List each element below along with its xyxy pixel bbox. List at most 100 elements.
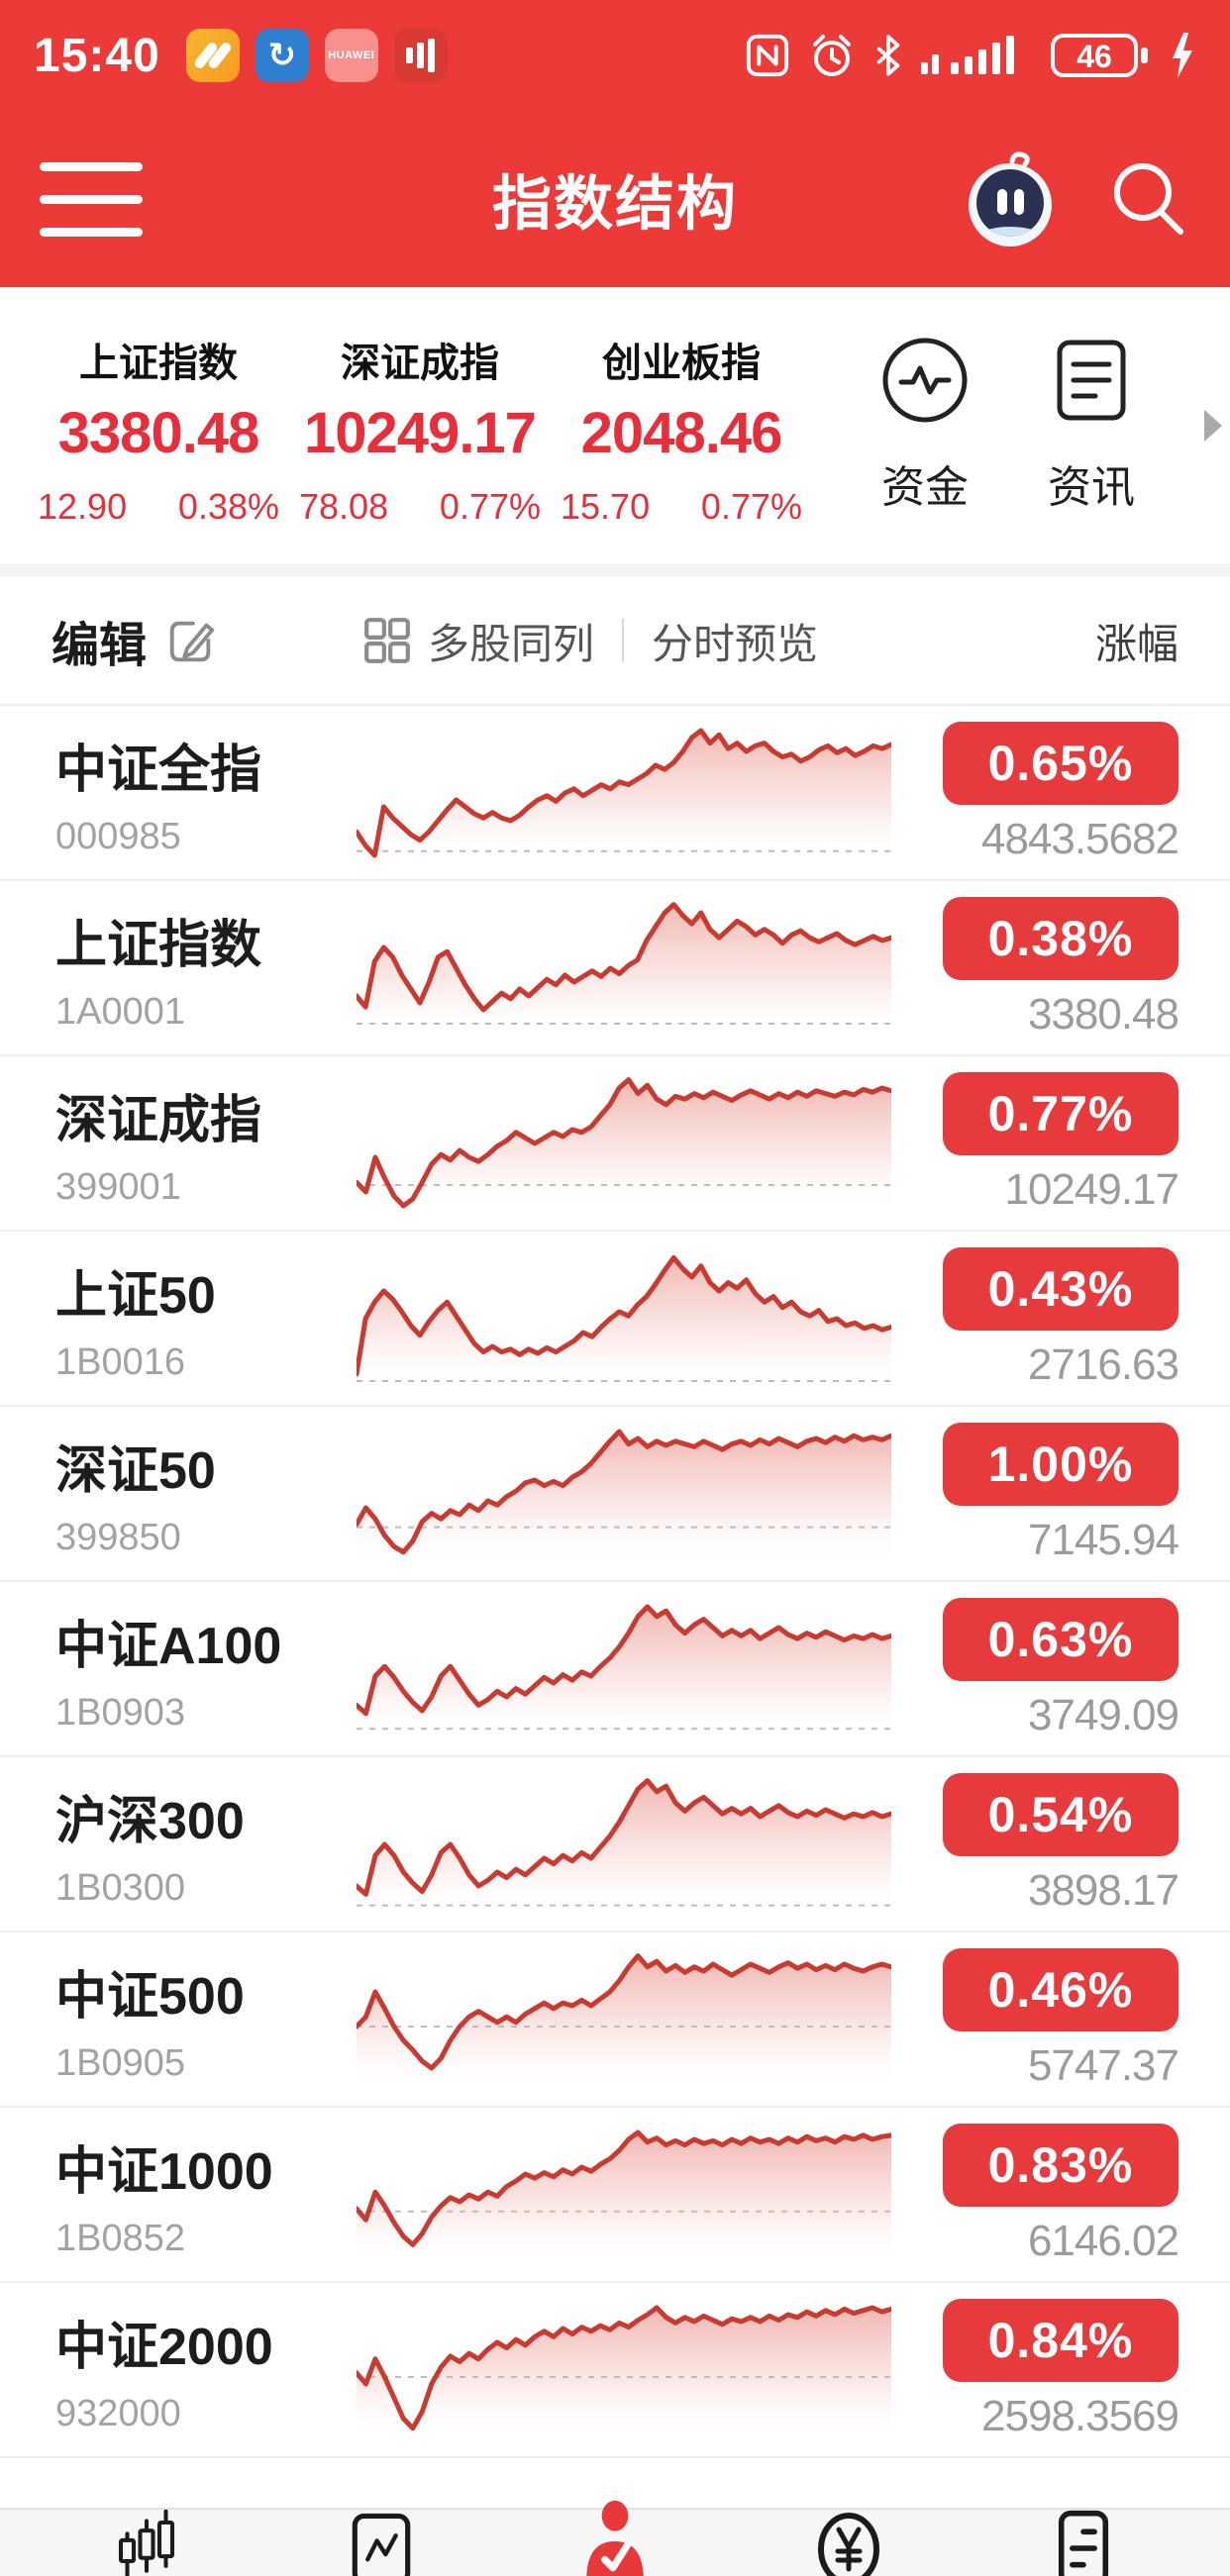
summary-index-cyb[interactable]: 创业板指 2048.46 15.70 0.77% [551, 331, 812, 528]
index-row-code: 399001 [55, 1165, 181, 1208]
index-value: 3380.48 [57, 401, 260, 465]
notification-icons: ↻ HUAWEI [185, 29, 448, 82]
index-row-name: 深证成指 [55, 1091, 262, 1149]
change-percent-badge: 0.46% [943, 1947, 1179, 2031]
index-pct: 0.38% [177, 486, 279, 527]
funds-pulse-icon [882, 338, 968, 423]
signal-bars-icon [921, 36, 1014, 74]
intraday-sparkline [357, 1600, 891, 1738]
clock-text: 15:40 [34, 29, 160, 82]
multi-column-label: 多股同列 [428, 620, 595, 667]
index-row-code: 1B0016 [55, 1340, 186, 1383]
summary-index-sz[interactable]: 深证成指 10249.17 78.08 0.77% [289, 331, 551, 528]
index-row-value: 4843.5682 [981, 814, 1179, 863]
tab-news-list[interactable] [1004, 2510, 1163, 2576]
tab-quotes-chart[interactable] [302, 2512, 461, 2576]
summary-index-sh[interactable]: 上证指数 3380.48 12.90 0.38% [28, 331, 289, 528]
index-pct: 0.77% [439, 486, 541, 527]
index-row[interactable]: 中证全指 000985 0.65% 4843.5682 [0, 706, 1230, 881]
index-row-name: 中证A100 [55, 1617, 282, 1675]
index-row-value: 3749.09 [1027, 1690, 1179, 1739]
index-row-value: 7145.94 [1027, 1515, 1179, 1564]
index-row-name: 中证全指 [55, 741, 262, 799]
index-row[interactable]: 中证A100 1B0903 0.63% 3749.09 [0, 1582, 1230, 1757]
change-percent-badge: 0.43% [943, 1246, 1179, 1331]
index-row[interactable]: 上证指数 1A0001 0.38% 3380.48 [0, 881, 1230, 1056]
status-bar: 15:40 ↻ HUAWEI [0, 0, 1230, 111]
intraday-sparkline [357, 1950, 891, 2089]
intraday-sparkline [357, 1249, 891, 1388]
edit-button[interactable]: 编辑 [51, 606, 218, 675]
index-row-value: 6146.02 [1027, 2216, 1179, 2265]
edit-label: 编辑 [51, 620, 148, 672]
bottom-tab-bar [0, 2500, 1230, 2576]
index-row-name: 沪深300 [55, 1792, 245, 1850]
change-percent-badge: 1.00% [943, 1422, 1179, 1506]
battery-percent-text: 46 [1076, 39, 1112, 74]
news-label: 资讯 [1048, 463, 1135, 512]
index-row-value: 2716.63 [1027, 1339, 1179, 1389]
index-row-value: 2598.3569 [981, 2391, 1179, 2440]
index-row[interactable]: 沪深300 1B0300 0.54% 3898.17 [0, 1757, 1230, 1932]
index-row[interactable]: 深证50 399850 1.00% 7145.94 [0, 1407, 1230, 1582]
intraday-sparkline [357, 2301, 891, 2439]
sort-by-change-button[interactable]: 涨幅 [1094, 620, 1179, 667]
page-title: 指数结构 [492, 170, 738, 238]
index-row-code: 1B0852 [55, 2217, 186, 2259]
index-name: 上证指数 [79, 342, 238, 385]
change-percent-badge: 0.63% [943, 1597, 1179, 1681]
index-row-value: 3898.17 [1027, 1865, 1179, 1915]
charging-bolt-icon [1173, 33, 1192, 78]
edit-pencil-icon [169, 621, 215, 662]
index-row-name: 中证500 [55, 1967, 245, 2026]
index-row-name: 上证50 [55, 1266, 216, 1325]
status-icons: 46 [745, 31, 1196, 80]
index-row[interactable]: 深证成指 399001 0.77% 10249.17 [0, 1056, 1230, 1232]
index-row-name: 上证指数 [55, 916, 262, 974]
list-doc-icon [1058, 2510, 1108, 2576]
assistant-robot-icon[interactable] [963, 148, 1058, 250]
intraday-sparkline [357, 2126, 891, 2264]
alarm-icon [813, 35, 851, 76]
tab-market-candles[interactable] [67, 2510, 226, 2576]
search-icon[interactable] [1109, 158, 1190, 240]
sync-app-icon: ↻ [255, 29, 309, 82]
multi-column-button[interactable]: 多股同列 [362, 611, 594, 671]
chevron-right-icon[interactable] [1200, 406, 1226, 446]
funds-label: 资金 [881, 463, 969, 512]
person-check-icon [586, 2500, 644, 2576]
funds-shortcut[interactable]: 资金 [842, 335, 1008, 528]
tab-trade-yen[interactable] [769, 2512, 928, 2576]
index-change: 15.70 [561, 486, 651, 527]
minute-preview-button[interactable]: 分时预览 [652, 620, 819, 667]
index-row-value: 10249.17 [1004, 1164, 1179, 1214]
news-shortcut[interactable]: 资讯 [1008, 335, 1175, 528]
change-percent-badge: 0.38% [943, 896, 1179, 980]
index-row-code: 399850 [55, 1516, 181, 1558]
index-row[interactable]: 上证50 1B0016 0.43% 2716.63 [0, 1232, 1230, 1407]
index-pct: 0.77% [700, 486, 802, 527]
change-percent-badge: 0.84% [943, 2298, 1179, 2382]
candlestick-icon [119, 2510, 175, 2576]
health-app-icon [185, 29, 240, 82]
index-row-name: 中证2000 [55, 2318, 273, 2376]
index-row-name: 中证1000 [55, 2142, 273, 2201]
index-name: 深证成指 [341, 342, 499, 385]
tab-profile-active[interactable] [536, 2500, 694, 2576]
index-row[interactable]: 中证2000 932000 0.84% 2598.3569 [0, 2283, 1230, 2458]
grid-icon [364, 618, 410, 663]
menu-icon[interactable] [40, 161, 143, 237]
bluetooth-icon [876, 35, 900, 76]
index-row-value: 3380.48 [1027, 989, 1179, 1039]
news-doc-icon [1057, 340, 1126, 421]
index-row[interactable]: 中证500 1B0905 0.46% 5747.37 [0, 1932, 1230, 2108]
change-percent-badge: 0.83% [943, 2123, 1179, 2207]
change-percent-badge: 0.77% [943, 1071, 1179, 1155]
market-summary: 上证指数 3380.48 12.90 0.38% 深证成指 10249.17 7… [0, 287, 1230, 563]
index-list: 中证全指 000985 0.65% 4843.5682 上证指数 1A0001 … [0, 706, 1230, 2458]
section-divider [0, 563, 1230, 577]
list-toolbar: 编辑 多股同列 分时预览 涨幅 [0, 577, 1230, 706]
index-row[interactable]: 中证1000 1B0852 0.83% 6146.02 [0, 2108, 1230, 2283]
index-row-code: 932000 [55, 2392, 181, 2434]
